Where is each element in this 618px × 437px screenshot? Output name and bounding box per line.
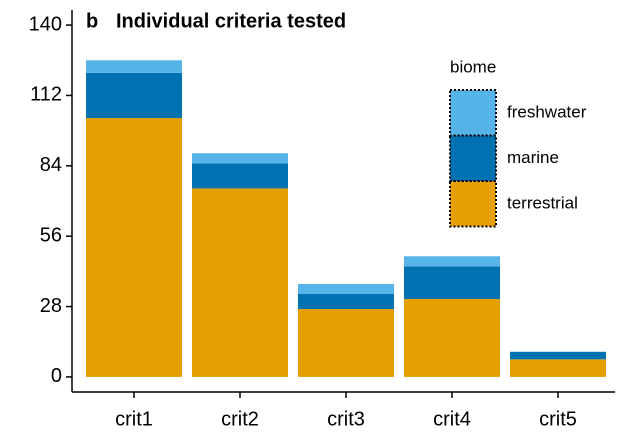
y-tick-label: 84: [40, 154, 62, 176]
legend-key: [449, 89, 497, 137]
bar-segment: [298, 283, 394, 294]
x-tick-label: crit4: [433, 408, 471, 430]
bar-segment: [192, 163, 288, 189]
bar-segment: [298, 293, 394, 310]
legend-label: terrestrial: [507, 193, 578, 212]
y-tick-label: 28: [40, 295, 62, 317]
y-tick-label: 140: [29, 13, 62, 35]
bar-segment: [86, 72, 182, 119]
x-tick-label: crit3: [327, 408, 365, 430]
bar-segment: [404, 299, 500, 377]
bar-segment: [192, 188, 288, 377]
legend-key: [449, 134, 497, 182]
chart-title: Individual criteria tested: [116, 10, 346, 32]
y-tick-label: 56: [40, 224, 62, 246]
bar-segment: [86, 60, 182, 73]
bar-segment: [510, 351, 606, 360]
y-tick-label: 0: [51, 365, 62, 387]
bar-segment: [86, 118, 182, 377]
bar-segment: [404, 266, 500, 300]
bar-segment: [192, 153, 288, 164]
bar-segment: [404, 256, 500, 267]
x-tick-label: crit5: [539, 408, 577, 430]
legend-label: freshwater: [507, 102, 587, 121]
bar-segment: [298, 309, 394, 377]
x-tick-label: crit2: [221, 408, 259, 430]
panel-label: b: [86, 10, 98, 32]
legend-title: biome: [450, 57, 496, 76]
legend-label: marine: [507, 148, 559, 167]
bar-segment: [510, 359, 606, 377]
y-tick-label: 112: [30, 84, 62, 106]
x-tick-label: crit1: [115, 408, 153, 430]
legend-key: [449, 180, 497, 228]
